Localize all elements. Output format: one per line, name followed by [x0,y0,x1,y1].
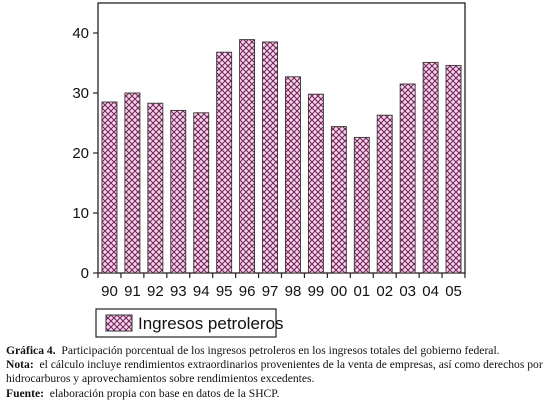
legend: Ingresos petroleros [95,308,284,338]
note: Nota: el cálculo incluye rendimientos ex… [6,358,544,386]
bar [285,76,301,274]
bar [124,92,141,274]
x-tick-label: 90 [101,283,118,300]
bar-chart: 0 10 20 30 40 90 91 92 93 94 95 96 97 98 99 00 01 02 03 04… [72,2,466,338]
bar [262,41,278,274]
y-tick-label: 0 [81,265,89,282]
bar [330,126,347,274]
y-axis: 0 10 20 30 40 [72,25,98,282]
x-tick-label: 04 [422,283,439,300]
bar [147,102,164,274]
x-axis: 90 91 92 93 94 95 96 97 98 99 00 01 02 03 04 05 [97,273,466,300]
bar [216,51,233,274]
x-tick-label: 05 [445,283,462,300]
bars [101,39,462,274]
bar [422,61,439,274]
bar [307,93,324,274]
y-tick-label: 10 [72,205,89,222]
source-text: elaboración propia con base en datos de … [49,386,280,400]
x-tick-label: 02 [376,283,393,300]
caption: Gráfica 4. Participación porcentual de l… [6,344,544,401]
x-tick-label: 95 [216,283,233,300]
source-label: Fuente: [6,386,44,400]
bar [353,136,370,274]
y-tick-label: 20 [72,145,89,162]
x-tick-label: 98 [285,283,302,300]
x-tick-label: 03 [399,283,416,300]
legend-swatch [105,314,133,332]
note-text: el cálculo incluye rendimientos extraord… [6,358,543,386]
legend-label: Ingresos petroleros [138,314,284,333]
bar [239,39,256,274]
figure-label: Gráfica 4. [6,344,56,357]
bar [376,114,393,274]
x-tick-label: 93 [170,283,187,300]
x-tick-label: 92 [147,283,164,300]
y-tick-label: 30 [72,85,89,102]
x-tick-label: 01 [353,283,370,300]
bar [193,112,210,274]
source: Fuente: elaboración propia con base en d… [6,387,544,401]
x-tick-label: 91 [124,283,141,300]
bar [101,101,118,274]
figure-caption: Gráfica 4. Participación porcentual de l… [6,344,544,358]
x-tick-label: 94 [193,283,210,300]
bar [445,64,462,274]
x-tick-label: 99 [308,283,325,300]
bar [170,109,187,274]
x-tick-label: 00 [331,283,348,300]
y-tick-label: 40 [72,25,89,42]
bar [399,83,416,274]
x-tick-label: 97 [262,283,279,300]
note-label: Nota: [6,358,34,372]
figure-text: Participación porcentual de los ingresos… [61,344,500,357]
x-tick-label: 96 [239,283,256,300]
